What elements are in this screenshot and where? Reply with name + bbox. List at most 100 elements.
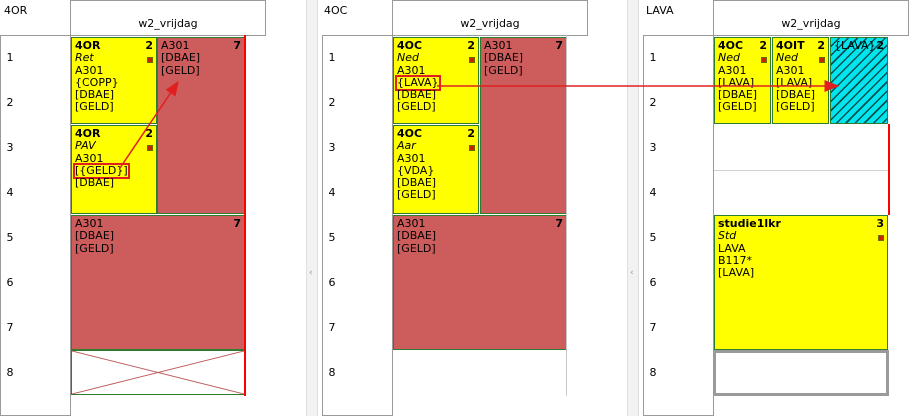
row-number: 3 (328, 141, 336, 154)
collapse-left-icon[interactable]: ‹ (309, 268, 313, 278)
lesson-teacher: [DBAE] (75, 88, 115, 102)
empty-cell[interactable] (713, 350, 889, 396)
marker-icon (819, 57, 825, 63)
lesson-teacher: [GELD] (718, 100, 757, 114)
marker-icon (469, 57, 475, 63)
lesson-teacher: [DBAE] (75, 229, 115, 243)
lesson-count: 7 (555, 39, 563, 52)
row-number: 1 (6, 51, 14, 64)
row-number: 4 (649, 186, 657, 199)
lesson-teacher: {VDA} (397, 163, 435, 177)
row-number: 7 (328, 321, 336, 334)
lesson-card[interactable]: 7 A301 [DBAE] [GELD] (71, 215, 245, 350)
day-header-label: w2_vrijdag (460, 17, 520, 30)
lesson-subject: Ret (75, 51, 94, 65)
row-number-column (322, 35, 393, 416)
lesson-teacher: [DBAE] (718, 88, 758, 102)
lesson-card[interactable]: 7 A301 [DBAE] [GELD] (480, 37, 567, 214)
lesson-room: A301 (75, 151, 104, 165)
marker-icon (469, 145, 475, 151)
row-number: 1 (328, 51, 336, 64)
lesson-teacher: [GELD] (75, 241, 114, 255)
lesson-class: 4OIT (776, 39, 805, 52)
lesson-teacher: [DBAE] (397, 229, 437, 243)
lesson-room: LAVA (718, 241, 746, 255)
lesson-room: A301 (397, 151, 426, 165)
panel-label-4or: 4OR (4, 4, 28, 17)
lesson-card-placeholder[interactable]: {LAVA} 2 (830, 37, 888, 124)
lesson-teacher: [DBAE] (397, 88, 437, 102)
lesson-teacher: [GELD] (161, 63, 200, 77)
lesson-card[interactable]: 4OC 2 Aar A301 {VDA} [DBAE] [GELD] (393, 125, 479, 214)
row-number: 8 (649, 366, 657, 379)
lesson-room: A301 (484, 39, 513, 52)
lesson-subject: Ned (397, 51, 419, 65)
lesson-room: A301 (75, 217, 104, 230)
marker-icon (147, 57, 153, 63)
lesson-subject: Ned (718, 51, 740, 65)
day-header-label: w2_vrijdag (781, 17, 841, 30)
panel-splitter[interactable] (306, 0, 318, 416)
lesson-room: A301 (161, 39, 190, 52)
lesson-card[interactable]: 4OR 2 PAV A301 [{GELD}] [DBAE] (71, 125, 157, 214)
lesson-class: studie1lkr (718, 217, 781, 230)
lesson-room: B117* (718, 253, 753, 267)
lesson-count: 2 (467, 39, 475, 52)
lesson-card[interactable]: studie1lkr 3 Std LAVA B117* [LAVA] (714, 215, 888, 350)
row-number: 5 (6, 231, 14, 244)
row-number-column (643, 35, 714, 416)
lesson-card[interactable]: 4OR 2 Ret A301 {COPP} [DBAE] [GELD] (71, 37, 157, 124)
panel-splitter[interactable] (627, 0, 639, 416)
lesson-count: 7 (233, 39, 241, 52)
day-header-label: w2_vrijdag (138, 17, 198, 30)
lesson-teacher: [DBAE] (397, 176, 437, 190)
lesson-teacher: [GELD] (75, 100, 114, 114)
lesson-room: A301 (397, 63, 426, 77)
row-number: 2 (649, 96, 657, 109)
lesson-teacher: [GELD] (397, 100, 436, 114)
lesson-room: A301 (718, 63, 747, 77)
lesson-card[interactable]: 4OC 2 Ned A301 {LAVA} [DBAE] [GELD] (393, 37, 479, 124)
row-number: 8 (6, 366, 14, 379)
day-header[interactable]: w2_vrijdag (392, 0, 588, 36)
row-divider (714, 170, 888, 171)
lesson-card[interactable]: 4OIT 2 Ned A301 [LAVA] [DBAE] [GELD] (772, 37, 829, 124)
lesson-count: 3 (876, 217, 884, 230)
lesson-teacher: [GELD] (776, 100, 815, 114)
cross-icon (72, 351, 244, 394)
lesson-room: A301 (776, 63, 805, 77)
row-number: 3 (6, 141, 14, 154)
row-number: 7 (649, 321, 657, 334)
row-number: 8 (328, 366, 336, 379)
lesson-teacher: [GELD] (397, 241, 436, 255)
lesson-teacher: {COPP} (75, 75, 119, 89)
panel-label-4oc: 4OC (324, 4, 348, 17)
blocked-cell[interactable] (71, 350, 245, 395)
row-number: 6 (6, 276, 14, 289)
lesson-card[interactable]: 4OC 2 Ned A301 [LAVA] [DBAE] [GELD] (714, 37, 771, 124)
lesson-card[interactable]: 7 A301 [DBAE] [GELD] (393, 215, 567, 350)
lesson-teacher: [GELD] (397, 188, 436, 202)
lesson-count: 2 (467, 127, 475, 140)
highlighted-teacher: [{GELD}] (73, 162, 130, 180)
lesson-card[interactable]: 7 A301 [DBAE] [GELD] (157, 37, 245, 214)
column-edge-line (566, 35, 567, 396)
lesson-room: A301 (397, 217, 426, 230)
lesson-teacher: [DBAE] (776, 88, 816, 102)
row-number: 4 (328, 186, 336, 199)
day-header[interactable]: w2_vrijdag (70, 0, 266, 36)
lesson-teacher: [GELD] (484, 63, 523, 77)
lesson-count: 2 (759, 39, 767, 52)
row-number: 6 (649, 276, 657, 289)
lesson-class: 4OC (397, 127, 423, 140)
row-number: 4 (6, 186, 14, 199)
day-header[interactable]: w2_vrijdag (713, 0, 909, 36)
row-number: 2 (328, 96, 336, 109)
collapse-left-icon[interactable]: ‹ (630, 268, 634, 278)
lesson-subject: Std (718, 229, 737, 243)
lesson-teacher: [DBAE] (161, 51, 201, 65)
lesson-class: {LAVA} (834, 39, 876, 52)
row-number: 6 (328, 276, 336, 289)
lesson-class: 4OC (718, 39, 744, 52)
row-number: 2 (6, 96, 14, 109)
